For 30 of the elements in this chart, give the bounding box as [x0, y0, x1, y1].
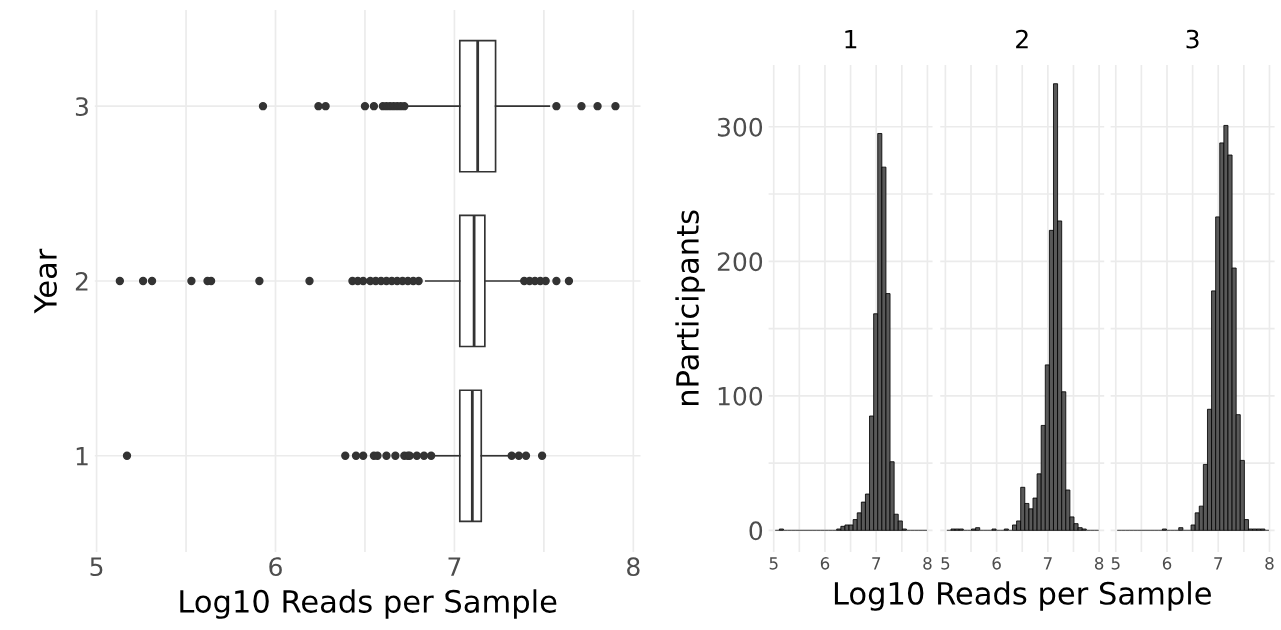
x-tick-label: 6: [820, 557, 830, 570]
x-tick-label: 5: [1111, 557, 1120, 570]
y-tick-label: 1: [76, 447, 88, 466]
x-tick-label: 7: [448, 557, 461, 576]
x-tick-label: 8: [627, 557, 640, 577]
y-axis-title: nParticipants: [675, 210, 705, 406]
y-axis-title: Year: [34, 248, 57, 314]
x-axis-title: Log10 Reads per Sample: [834, 581, 1211, 611]
x-tick-label: 7: [1043, 557, 1052, 570]
x-tick-label: 5: [769, 557, 778, 570]
x-axis-title: Log10 Reads per Sample: [180, 589, 557, 619]
x-tick-label: 5: [941, 557, 950, 570]
x-tick-label: 8: [923, 557, 932, 570]
x-tick-label: 5: [90, 557, 103, 577]
x-tick-label: 7: [1214, 557, 1223, 570]
chart-title: 2: [1016, 29, 1028, 49]
x-tick-label: 8: [1265, 557, 1274, 570]
x-tick-label: 8: [1094, 557, 1104, 570]
x-tick-label: 6: [269, 557, 282, 577]
x-tick-label: 7: [872, 557, 881, 570]
chart-title: 3: [1186, 29, 1199, 49]
chart-title: 1: [845, 30, 857, 49]
y-tick-label: 300: [717, 117, 763, 137]
x-tick-label: 6: [1162, 557, 1172, 570]
y-tick-label: 100: [718, 386, 763, 406]
y-tick-label: 200: [717, 252, 763, 272]
y-tick-label: 2: [75, 271, 88, 291]
y-tick-label: 3: [75, 97, 88, 117]
x-tick-label: 6: [992, 557, 1001, 570]
y-tick-label: 0: [749, 521, 763, 541]
